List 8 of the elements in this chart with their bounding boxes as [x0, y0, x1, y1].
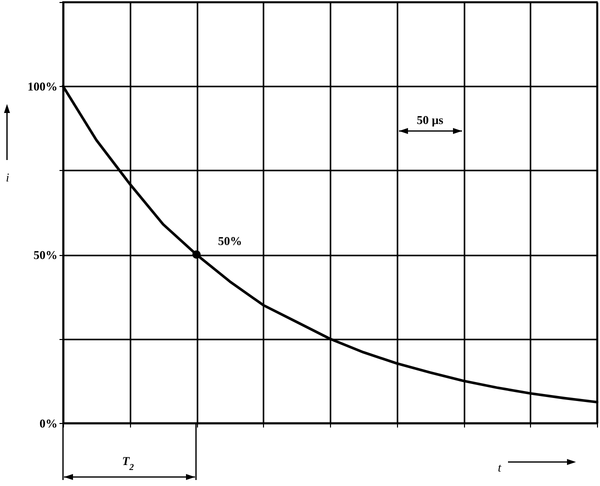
annotation: 50 µs — [416, 113, 444, 127]
y-tick-label: 0% — [40, 416, 58, 430]
y-axis-title: i — [6, 170, 10, 184]
text: T$_{2}$ — [122, 454, 134, 472]
annotation: 50% — [218, 234, 242, 248]
x-axis-title: t — [498, 460, 502, 474]
y-tick-label: 100% — [28, 80, 58, 94]
y-tick-label: 50% — [34, 248, 58, 262]
